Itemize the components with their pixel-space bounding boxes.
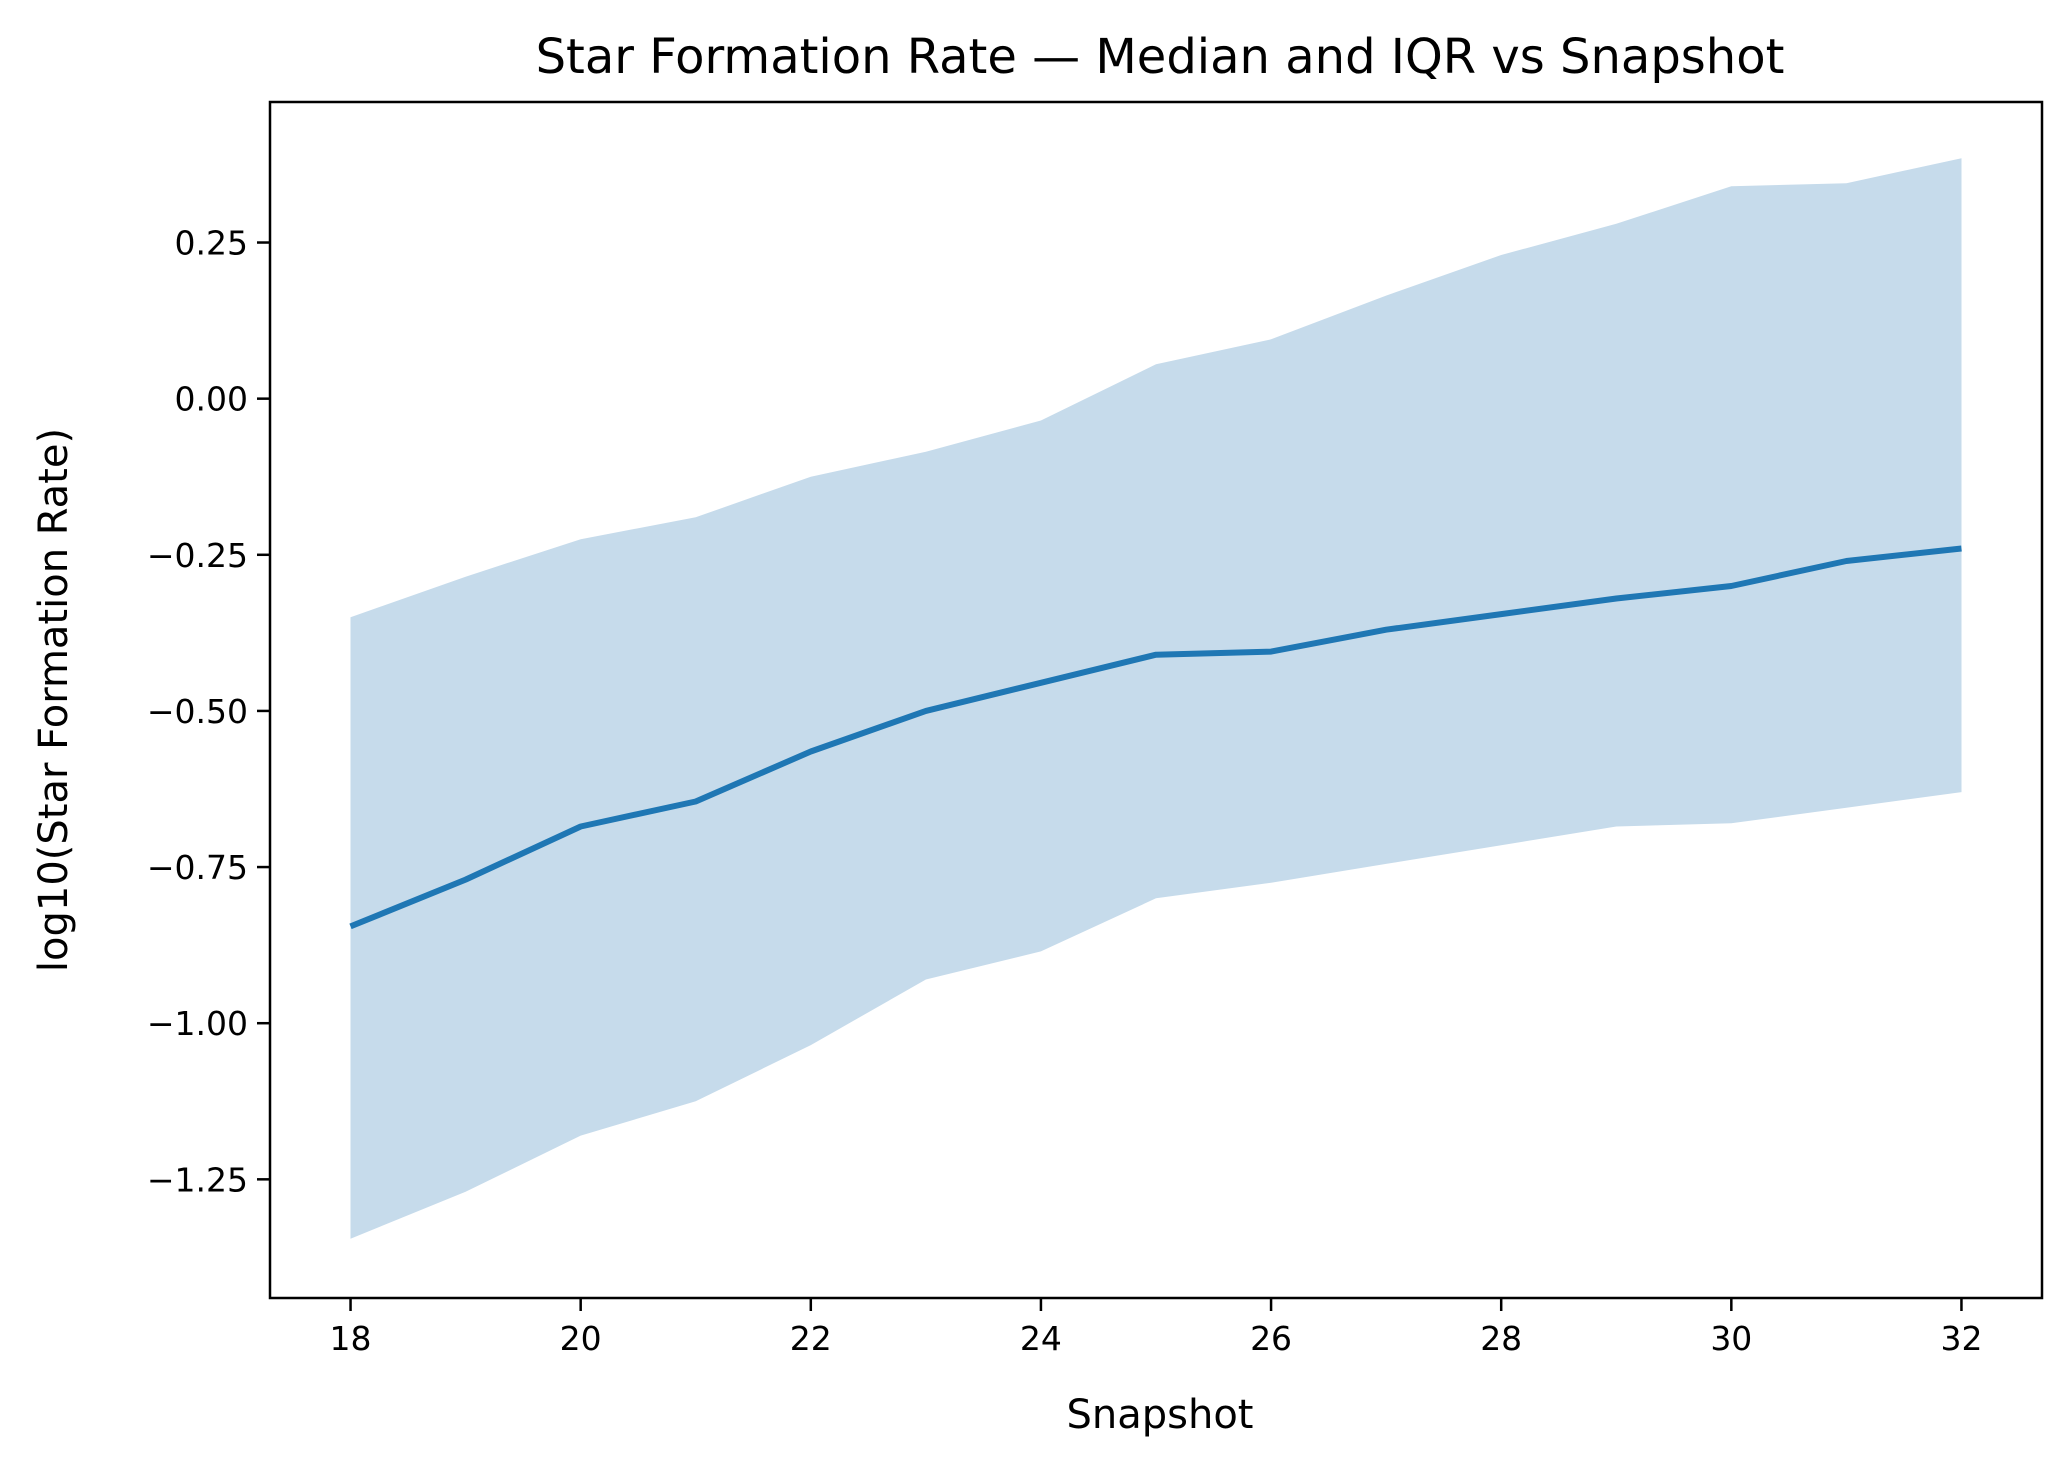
median-line	[349, 545, 1962, 930]
x-tick-label: 24	[1020, 1319, 1062, 1358]
y-tick-label: −1.00	[147, 1004, 248, 1043]
axis-ticks: 18 20 22 24 26 28 30 32 −1.25 −1.00 −0.75 −0.50 −0.2…	[147, 224, 1983, 1358]
x-tick-label: 20	[560, 1319, 602, 1358]
x-tick-label: 32	[1940, 1319, 1982, 1358]
y-tick-label: −1.25	[147, 1160, 248, 1199]
x-tick-label: 18	[330, 1319, 372, 1358]
y-tick-label: −0.25	[147, 536, 248, 575]
y-tick-label: 0.25	[175, 224, 248, 263]
y-tick-label: 0.00	[175, 380, 248, 419]
iqr-band	[350, 158, 1962, 1239]
axes-frame	[268, 100, 2044, 1300]
x-axis-label: Snapshot	[1067, 1392, 1254, 1438]
chart-title: Star Formation Rate — Median and IQR vs …	[536, 29, 1785, 85]
y-tick-label: −0.75	[147, 848, 248, 887]
x-tick-label: 30	[1710, 1319, 1752, 1358]
y-axis-label: log10(Star Formation Rate)	[31, 428, 77, 972]
y-tick-label: −0.50	[147, 692, 248, 731]
plot-area	[349, 158, 1962, 1239]
x-tick-label: 22	[790, 1319, 832, 1358]
x-tick-label: 28	[1480, 1319, 1522, 1358]
x-tick-label: 26	[1250, 1319, 1292, 1358]
